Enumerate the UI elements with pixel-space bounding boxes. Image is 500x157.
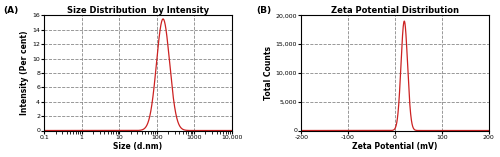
Text: (B): (B) — [256, 6, 272, 15]
Y-axis label: Total Counts: Total Counts — [264, 46, 273, 100]
Title: Zeta Potential Distribution: Zeta Potential Distribution — [331, 5, 459, 15]
Y-axis label: Intensity (Per cent): Intensity (Per cent) — [20, 31, 30, 115]
Title: Size Distribution  by Intensity: Size Distribution by Intensity — [67, 5, 209, 15]
Text: (A): (A) — [3, 6, 18, 15]
X-axis label: Size (d.nm): Size (d.nm) — [114, 142, 162, 152]
X-axis label: Zeta Potential (mV): Zeta Potential (mV) — [352, 142, 438, 152]
